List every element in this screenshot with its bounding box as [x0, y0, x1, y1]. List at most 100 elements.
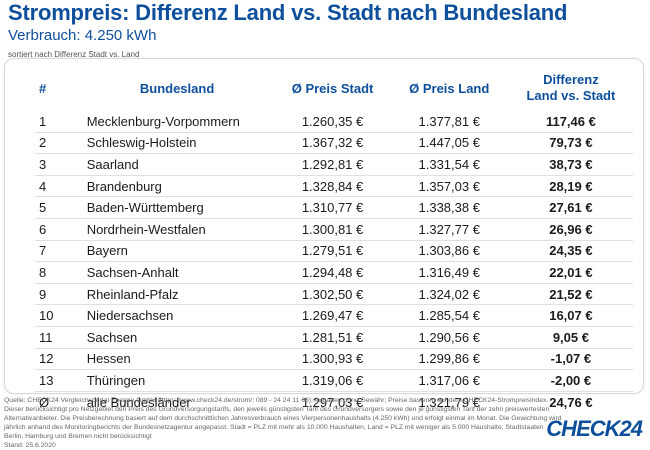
- table-row: 6 Nordrhein-Westfalen 1.300,81 €1.327,77 €…: [35, 218, 633, 241]
- page-subtitle: Verbrauch: 4.250 kWh: [8, 27, 157, 44]
- table-row: 7 Bayern 1.279,51 €1.303,86 €24,35 €: [35, 240, 633, 263]
- price-table: # Bundesland Ø Preis Stadt Ø Preis Land …: [35, 65, 633, 412]
- col-header-differenz: Differenz Land vs. Stadt: [509, 65, 633, 111]
- page-title: Strompreis: Differenz Land vs. Stadt nac…: [8, 0, 568, 25]
- row-preis-stadt: 1.310,77 €: [275, 196, 390, 219]
- row-preis-land: 1.327,77 €: [389, 218, 509, 241]
- row-bundesland: Baden-Württemberg: [78, 196, 276, 219]
- row-number: 12: [35, 348, 79, 371]
- source-date: Stand: 25.6.2020: [4, 442, 56, 449]
- row-differenz: 26,96 €: [508, 218, 633, 241]
- row-differenz: -1,07 €: [508, 348, 633, 371]
- col-header-number: #: [39, 80, 47, 96]
- row-differenz: 9,05 €: [508, 326, 633, 349]
- row-bundesland: Rheinland-Pfalz: [78, 283, 276, 306]
- row-number: 4: [35, 175, 79, 198]
- row-number: 2: [35, 132, 79, 155]
- differenz-header-label: Differenz Land vs. Stadt: [526, 72, 616, 103]
- row-preis-stadt: 1.328,84 €: [275, 175, 390, 198]
- row-preis-land: 1.377,81 €: [389, 111, 509, 133]
- row-bundesland: Sachsen: [78, 326, 276, 349]
- row-preis-land: 1.447,05 €: [389, 132, 509, 155]
- row-bundesland: Schleswig-Holstein: [78, 132, 276, 155]
- table-row: 11 Sachsen 1.281,51 €1.290,56 €9,05 €: [35, 326, 633, 349]
- row-number: 9: [35, 283, 79, 306]
- row-bundesland: Bayern: [78, 240, 276, 263]
- table-row: 2 Schleswig-Holstein 1.367,32 €1.447,05 €7…: [35, 132, 633, 155]
- row-bundesland: Sachsen-Anhalt: [78, 261, 276, 284]
- source-footer: Quelle: CHECK24 Vergleichsportal Energie…: [4, 396, 564, 450]
- table-row: 5 Baden-Württemberg 1.310,77 €1.338,38 €27…: [35, 196, 633, 219]
- row-preis-stadt: 1.367,32 €: [275, 132, 390, 155]
- row-preis-stadt: 1.260,35 €: [275, 111, 390, 133]
- header: Strompreis: Differenz Land vs. Stadt nac…: [8, 0, 567, 59]
- col-header-bundesland: Bundesland: [139, 80, 215, 96]
- row-preis-land: 1.324,02 €: [389, 283, 509, 306]
- row-preis-land: 1.317,06 €: [389, 369, 509, 392]
- source-text: Quelle: CHECK24 Vergleichsportal Energie…: [4, 397, 562, 440]
- row-bundesland: Hessen: [78, 348, 276, 371]
- table-row: 8 Sachsen-Anhalt 1.294,48 €1.316,49 €22,01…: [35, 261, 633, 284]
- row-preis-stadt: 1.279,51 €: [275, 240, 390, 263]
- row-number: 3: [35, 153, 79, 176]
- row-differenz: 16,07 €: [508, 304, 633, 327]
- sort-note: sortiert nach Differenz Stadt vs. Land: [8, 50, 140, 59]
- table-row: 3 Saarland 1.292,81 €1.331,54 €38,73 €: [35, 153, 633, 176]
- row-differenz: 79,73 €: [508, 132, 633, 155]
- row-number: 1: [35, 111, 79, 133]
- row-differenz: 24,76 €: [549, 394, 593, 410]
- row-bundesland: Saarland: [78, 153, 276, 176]
- row-differenz: 21,52 €: [508, 283, 633, 306]
- row-preis-stadt: 1.294,48 €: [275, 261, 390, 284]
- row-number: 11: [35, 326, 79, 349]
- row-preis-land: 1.299,86 €: [389, 348, 509, 371]
- table-header-row: # Bundesland Ø Preis Stadt Ø Preis Land …: [35, 65, 633, 111]
- row-differenz: 27,61 €: [508, 196, 633, 219]
- row-bundesland: Nordrhein-Westfalen: [78, 218, 276, 241]
- table-row: 4 Brandenburg 1.328,84 €1.357,03 €28,19 €: [35, 175, 633, 198]
- row-number: 10: [35, 304, 79, 327]
- row-preis-stadt: 1.297,03 €: [301, 394, 364, 410]
- row-bundesland: alle Bundesländer: [86, 394, 191, 410]
- row-preis-land: 1.321,79 €: [418, 394, 480, 410]
- row-number: 6: [35, 218, 79, 241]
- row-number: 13: [35, 369, 79, 392]
- row-differenz: 24,35 €: [508, 240, 633, 263]
- row-preis-stadt: 1.300,93 €: [275, 348, 390, 371]
- table-row: 9 Rheinland-Pfalz 1.302,50 €1.324,02 €21,5…: [35, 283, 633, 306]
- row-preis-land: 1.316,49 €: [389, 261, 509, 284]
- row-bundesland: Mecklenburg-Vorpommern: [78, 111, 276, 133]
- row-preis-land: 1.357,03 €: [389, 175, 509, 198]
- row-bundesland: Brandenburg: [78, 175, 276, 198]
- col-header-preis-stadt: Ø Preis Stadt: [291, 80, 374, 96]
- table-panel: # Bundesland Ø Preis Stadt Ø Preis Land …: [4, 58, 644, 410]
- table-body: 1 Mecklenburg-Vorpommern 1.260,35 €1.377,8…: [35, 111, 633, 412]
- col-header-preis-land: Ø Preis Land: [409, 80, 490, 96]
- row-preis-land: 1.285,54 €: [389, 304, 509, 327]
- check24-logo: CHECK24: [546, 416, 643, 441]
- row-number: 5: [35, 196, 79, 219]
- row-number: 8: [35, 261, 79, 284]
- row-preis-stadt: 1.281,51 €: [275, 326, 390, 349]
- row-differenz: 28,19 €: [508, 175, 633, 198]
- row-bundesland: Niedersachsen: [78, 304, 276, 327]
- row-preis-land: 1.331,54 €: [389, 153, 509, 176]
- table-row: 10 Niedersachsen 1.269,47 €1.285,54 €16,07…: [35, 304, 633, 327]
- row-bundesland: Thüringen: [78, 369, 276, 392]
- row-differenz: 22,01 €: [508, 261, 633, 284]
- row-preis-land: 1.290,56 €: [389, 326, 509, 349]
- row-preis-stadt: 1.319,06 €: [275, 369, 390, 392]
- table-row: 1 Mecklenburg-Vorpommern 1.260,35 €1.377,8…: [35, 111, 633, 133]
- row-differenz: 38,73 €: [508, 153, 633, 176]
- row-preis-stadt: 1.300,81 €: [275, 218, 390, 241]
- row-number: Ø: [39, 394, 50, 410]
- row-differenz: -2,00 €: [508, 369, 633, 392]
- row-preis-stadt: 1.302,50 €: [275, 283, 390, 306]
- row-preis-land: 1.303,86 €: [389, 240, 509, 263]
- row-number: 7: [35, 240, 79, 263]
- table-row: 13 Thüringen 1.319,06 €1.317,06 € -2,00 €: [35, 369, 633, 392]
- table-row: 12 Hessen 1.300,93 €1.299,86 € -1,07 €: [35, 348, 633, 371]
- row-preis-land: 1.338,38 €: [389, 196, 509, 219]
- row-preis-stadt: 1.269,47 €: [275, 304, 390, 327]
